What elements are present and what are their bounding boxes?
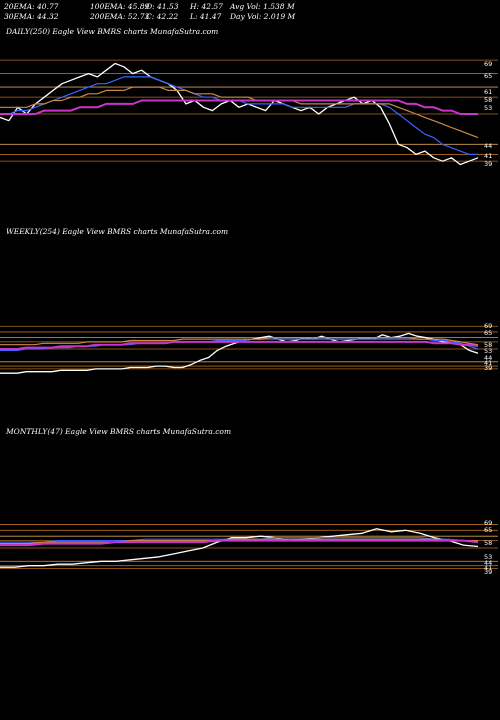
daily-series-line-0 (0, 62, 479, 166)
weekly-tick-label: 69 (484, 322, 492, 330)
daily-tick-label: 61 (484, 88, 492, 96)
monthly-series-line-3 (0, 539, 479, 547)
daily-tick-label: 65 (484, 72, 492, 80)
daily-tick-label: 69 (484, 60, 492, 68)
monthly-tick-label: 39 (484, 568, 492, 576)
weekly-chart-title: WEEKLY(254) Eagle View BMRS charts Munaf… (6, 227, 229, 236)
weekly-tick-label: 65 (484, 329, 492, 337)
monthly-series-line-0 (0, 528, 479, 568)
daily-tick-label: 44 (484, 142, 492, 150)
low-label: L: 41.47 (190, 12, 222, 21)
day-vol-label: Day Vol: 2.019 M (230, 12, 296, 21)
weekly-tick-label: 58 (484, 341, 492, 349)
daily-series-line-1 (0, 76, 478, 155)
monthly-tick-label: 41 (484, 564, 492, 572)
daily-series-line-2 (0, 86, 479, 139)
weekly-tick-label: 39 (484, 364, 492, 372)
ema200-label: 200EMA: 52.73 (90, 12, 150, 21)
weekly-tick-label: 44 (484, 354, 492, 362)
avg-vol-label: Avg Vol: 1.538 M (230, 2, 295, 11)
daily-tick-label: 53 (484, 104, 492, 112)
monthly-tick-label: 65 (484, 526, 492, 534)
close-label: C: 42.22 (146, 12, 179, 21)
ema20-label: 20EMA: 40.77 (4, 2, 59, 11)
ema100-label: 100EMA: 45.89 (90, 2, 150, 11)
monthly-tick-label: 69 (484, 519, 492, 527)
daily-chart-title: DAILY(250) Eagle View BMRS charts Munafa… (6, 27, 219, 36)
weekly-series-line-3 (0, 340, 479, 350)
high-label: H: 42.57 (190, 2, 223, 11)
daily-tick-label: 41 (484, 152, 492, 160)
monthly-series-line-2 (0, 538, 478, 545)
monthly-tick-label: 53 (484, 553, 492, 561)
daily-tick-label: 39 (484, 160, 492, 168)
monthly-tick-label: 58 (484, 539, 492, 547)
monthly-chart-title: MONTHLY(47) Eagle View BMRS charts Munaf… (6, 427, 232, 436)
open-label: O: 41.53 (146, 2, 179, 11)
weekly-tick-label: 41 (484, 359, 492, 367)
weekly-tick-label: 53 (484, 347, 492, 355)
daily-series-line-3 (0, 99, 478, 115)
daily-tick-label: 58 (484, 96, 492, 104)
monthly-tick-label: 44 (484, 559, 492, 567)
weekly-series-line-2 (0, 337, 479, 346)
ema30-label: 30EMA: 44.32 (4, 12, 59, 21)
